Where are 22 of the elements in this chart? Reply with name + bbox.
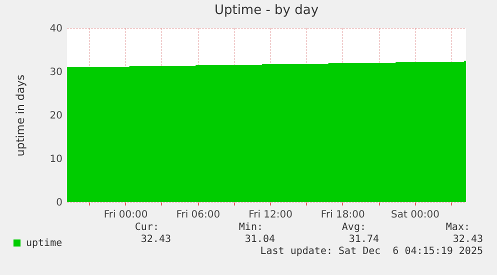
y-tick-label: 40 [50,24,62,34]
x-tick-label: Fri 00:00 [104,210,148,220]
chart-title: Uptime - by day [214,3,319,18]
y-tick-label: 0 [56,198,62,208]
y-tick-label: 30 [50,67,62,78]
x-tick-label: Fri 18:00 [320,210,365,220]
y-axis-title: uptime in days [14,74,27,156]
x-tick-label: Fri 12:00 [248,210,292,220]
text: Avg: [342,222,366,234]
text: 32.43 [140,234,171,246]
text: 31.74 [348,234,379,246]
x-tick-label: Sat 00:00 [391,210,440,220]
text: Cur: [134,222,159,234]
x-tick-label: Fri 06:00 [176,210,220,220]
y-tick-label: 10 [50,154,62,165]
y-tick-label: 20 [50,110,62,122]
text: Min: [238,222,263,234]
text: 32.43 [452,234,483,246]
text: 31.04 [244,234,275,246]
legend-label: uptime [26,238,62,249]
text: Max: [446,222,470,234]
text: Last update: Sat Dec 6 04:15:19 2025 [260,246,483,258]
